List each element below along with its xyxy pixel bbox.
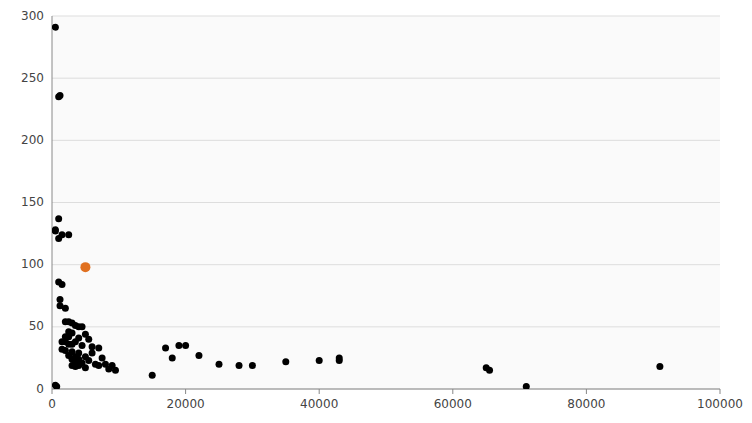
point [112, 367, 119, 374]
axes: 0 50 100 150 200 250 300 0 20000 40000 60000 80000 1… [21, 9, 743, 412]
grid-line [52, 16, 720, 17]
y-tick-label: 50 [29, 319, 44, 333]
x-axis-line [52, 389, 720, 390]
point [175, 342, 182, 349]
point [57, 296, 64, 303]
x-tick [52, 389, 53, 394]
point [89, 343, 96, 350]
point [55, 215, 62, 222]
point [216, 361, 223, 368]
point [69, 341, 76, 348]
x-tick [185, 389, 186, 394]
points [52, 24, 663, 389]
point [105, 366, 112, 373]
x-tick-label: 100000 [697, 397, 743, 411]
point [52, 226, 59, 233]
point [52, 24, 59, 31]
chart: 0 50 100 150 200 250 300 0 20000 40000 60000 80000 1… [0, 0, 752, 423]
point [336, 357, 343, 364]
point [182, 342, 189, 349]
point [85, 336, 92, 343]
point [85, 357, 92, 364]
point [62, 305, 69, 312]
y-axis-line [52, 16, 53, 389]
plot-area [52, 16, 720, 389]
y-tick-label: 250 [21, 71, 44, 85]
x-tick-label: 80000 [567, 397, 605, 411]
grid-line [52, 264, 720, 265]
point [162, 344, 169, 351]
point [82, 364, 89, 371]
point [95, 344, 102, 351]
grid-line [52, 78, 720, 79]
point [59, 281, 66, 288]
point [95, 362, 102, 369]
point [149, 372, 156, 379]
point [57, 92, 64, 99]
point [72, 363, 79, 370]
point [89, 349, 96, 356]
point [99, 354, 106, 361]
point [249, 362, 256, 369]
grid-line [52, 389, 720, 390]
grid-line [52, 140, 720, 141]
y-tick-label: 150 [21, 195, 44, 209]
point [195, 352, 202, 359]
point [523, 383, 530, 389]
point [79, 323, 86, 330]
y-tick-label: 100 [21, 257, 44, 271]
point [486, 367, 493, 374]
x-tick [452, 389, 453, 394]
x-tick [720, 389, 721, 394]
point [169, 354, 176, 361]
point [79, 342, 86, 349]
x-tick [586, 389, 587, 394]
x-tick [319, 389, 320, 394]
x-tick-label: 60000 [434, 397, 472, 411]
point [55, 235, 62, 242]
point [53, 383, 60, 389]
x-tick-label: 40000 [300, 397, 338, 411]
point [316, 357, 323, 364]
grid-line [52, 326, 720, 327]
point [236, 362, 243, 369]
y-tick-label: 300 [21, 9, 44, 23]
point [656, 363, 663, 370]
point [282, 358, 289, 365]
y-tick-label: 0 [36, 382, 44, 396]
x-tick-label: 20000 [167, 397, 205, 411]
x-tick-label: 0 [48, 397, 56, 411]
y-tick-label: 200 [21, 133, 44, 147]
point [65, 231, 72, 238]
grid-line [52, 202, 720, 203]
point [80, 262, 90, 272]
